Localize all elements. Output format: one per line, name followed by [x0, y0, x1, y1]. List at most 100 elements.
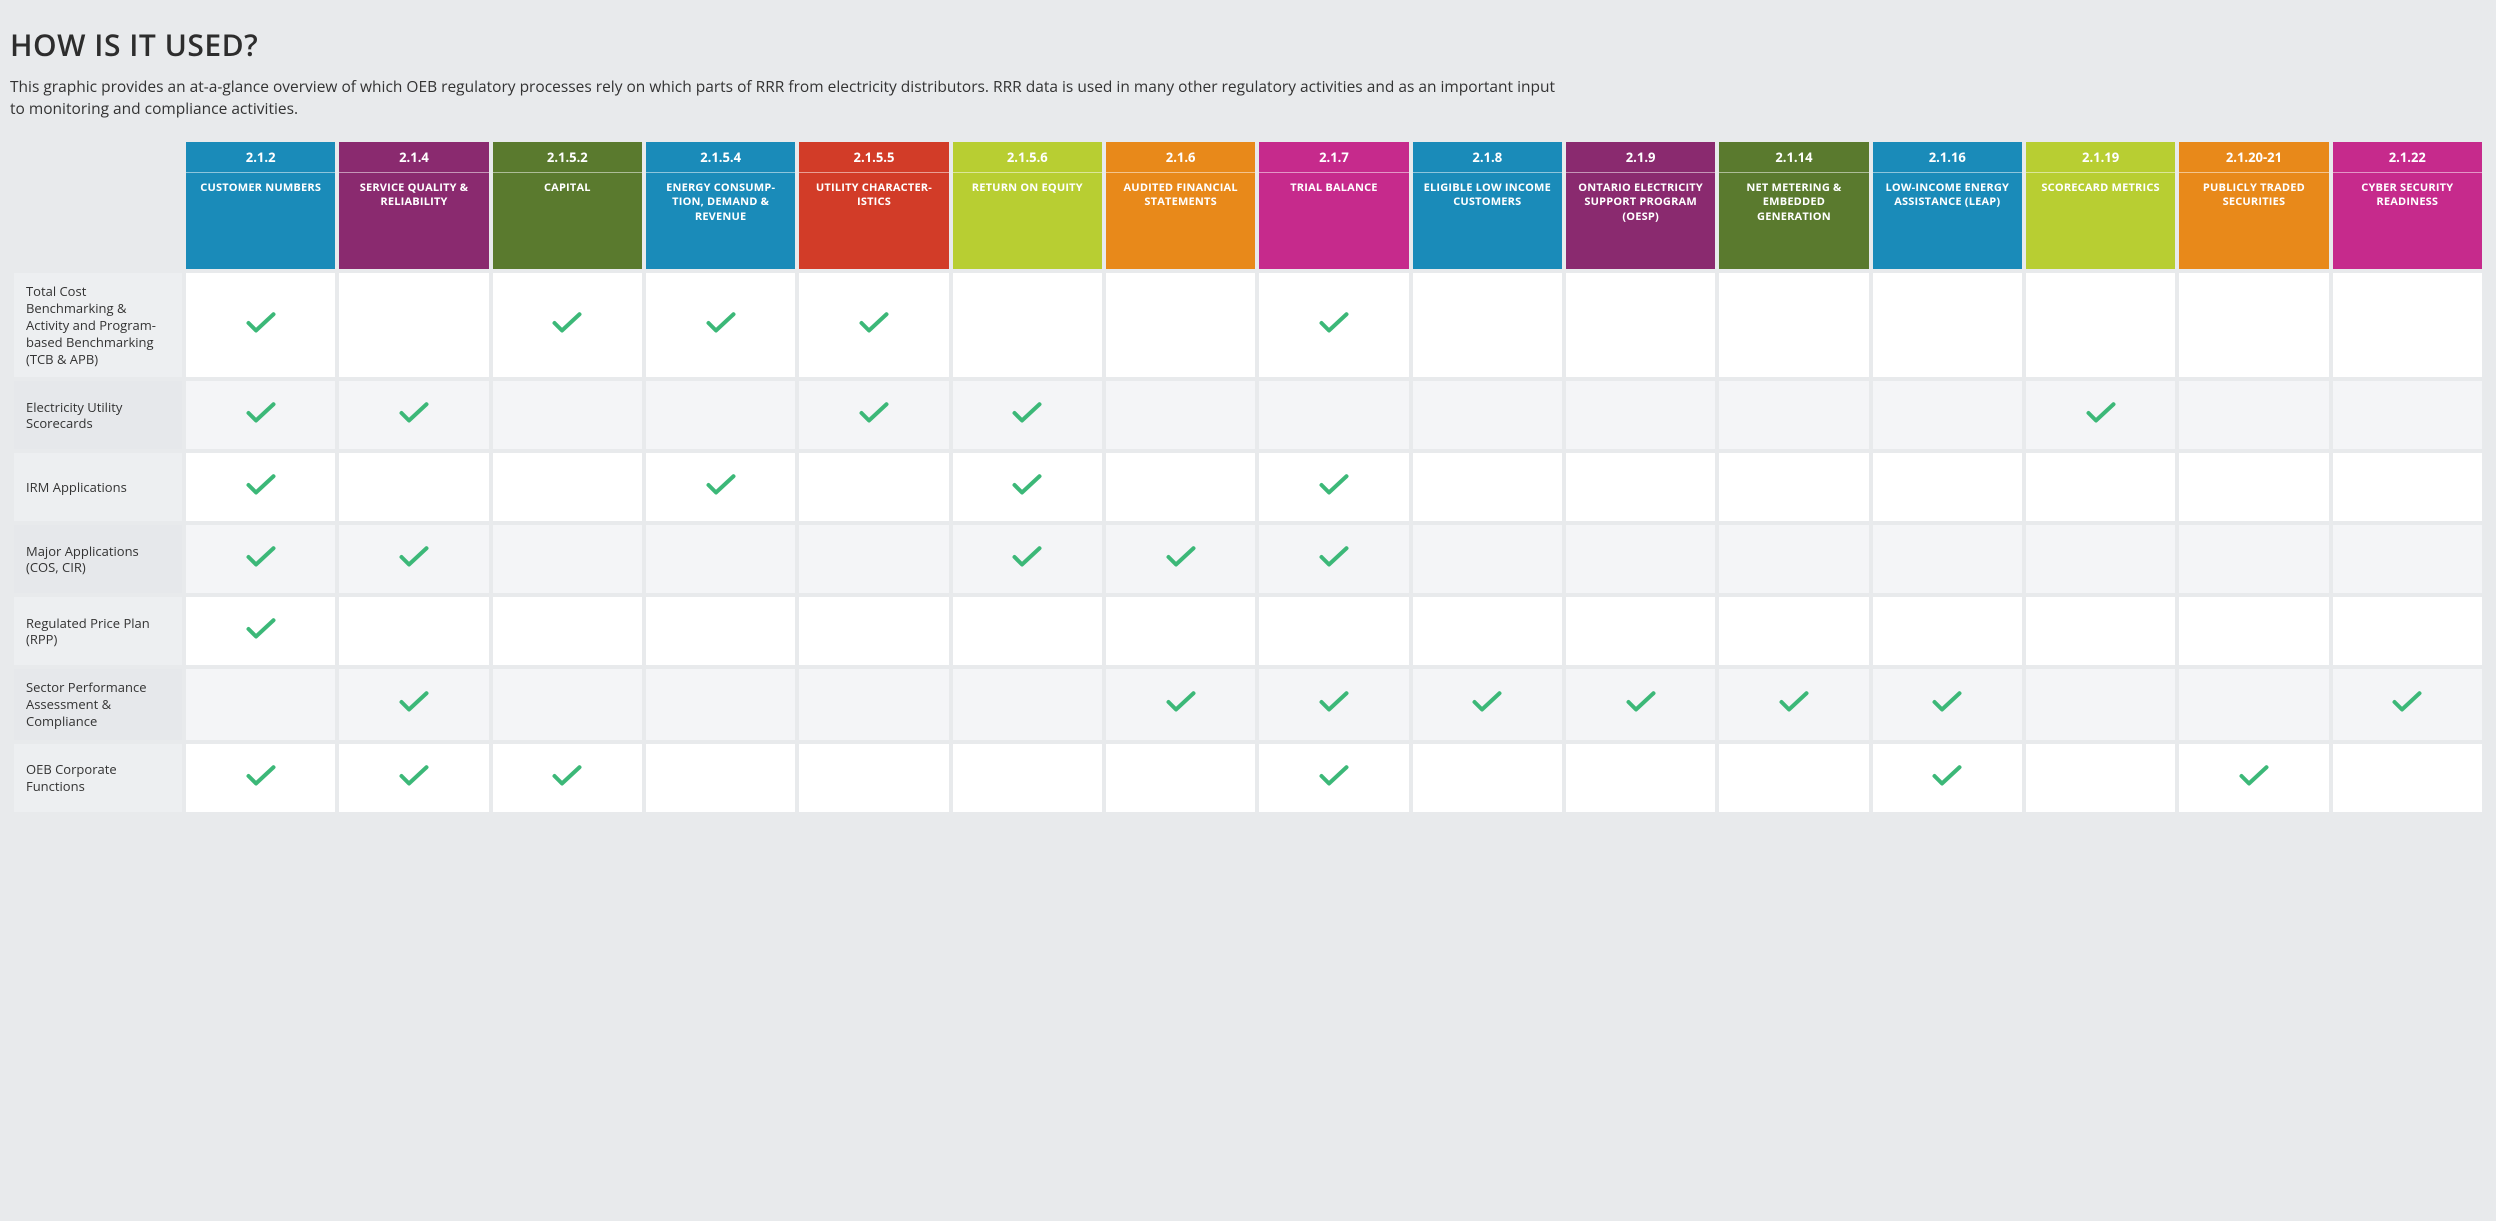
matrix-cell	[1259, 525, 1408, 593]
column-label: TRIAL BALANCE	[1259, 173, 1408, 269]
matrix-cell	[2026, 669, 2175, 740]
matrix-cell	[1106, 273, 1255, 377]
matrix-cell	[2333, 597, 2482, 665]
check-icon	[1319, 545, 1349, 569]
column-header: 2.1.22CYBER SECURITY READINESS	[2333, 142, 2482, 269]
matrix-cell	[2179, 525, 2328, 593]
matrix-cell	[1873, 597, 2022, 665]
matrix-cell	[2026, 453, 2175, 521]
check-icon	[1012, 545, 1042, 569]
row-label: Sector Performance Assessment & Complian…	[14, 669, 182, 740]
row-label: OEB Corporate Functions	[14, 744, 182, 812]
matrix-cell	[1413, 669, 1562, 740]
check-icon	[1166, 690, 1196, 714]
check-icon	[1012, 401, 1042, 425]
matrix-cell	[1106, 669, 1255, 740]
matrix-cell	[186, 453, 335, 521]
column-header: 2.1.5.6RETURN ON EQUITY	[953, 142, 1102, 269]
column-code: 2.1.19	[2026, 142, 2175, 173]
matrix-cell	[2179, 744, 2328, 812]
matrix-cell	[493, 273, 642, 377]
row-label: Major Applications (COS, CIR)	[14, 525, 182, 593]
matrix-cell	[1873, 273, 2022, 377]
column-label: NET METERING & EMBEDDED GENERATION	[1719, 173, 1868, 269]
matrix-cell	[339, 381, 488, 449]
matrix-cell	[953, 669, 1102, 740]
matrix-cell	[1873, 381, 2022, 449]
column-label: CYBER SECURITY READINESS	[2333, 173, 2482, 269]
check-icon	[1166, 545, 1196, 569]
check-icon	[2086, 401, 2116, 425]
check-icon	[1779, 690, 1809, 714]
matrix-cell	[1259, 669, 1408, 740]
column-code: 2.1.9	[1566, 142, 1715, 173]
matrix-cell	[186, 381, 335, 449]
matrix-cell	[1106, 525, 1255, 593]
table-row: Total Cost Benchmarking & Activity and P…	[14, 273, 2482, 377]
matrix-cell	[186, 669, 335, 740]
matrix-cell	[1413, 453, 1562, 521]
matrix-cell	[1259, 273, 1408, 377]
matrix-cell	[646, 744, 795, 812]
check-icon	[246, 764, 276, 788]
check-icon	[246, 617, 276, 641]
check-icon	[552, 764, 582, 788]
matrix-cell	[953, 273, 1102, 377]
matrix-cell	[2333, 525, 2482, 593]
column-header: 2.1.5.4ENERGY CONSUMP-TION, DEMAND & REV…	[646, 142, 795, 269]
matrix-cell	[953, 381, 1102, 449]
matrix-cell	[493, 597, 642, 665]
check-icon	[246, 311, 276, 335]
column-code: 2.1.22	[2333, 142, 2482, 173]
check-icon	[2239, 764, 2269, 788]
matrix-cell	[2179, 453, 2328, 521]
matrix-cell	[1413, 525, 1562, 593]
column-code: 2.1.5.4	[646, 142, 795, 173]
check-icon	[399, 545, 429, 569]
check-icon	[706, 473, 736, 497]
row-label: IRM Applications	[14, 453, 182, 521]
matrix-cell	[339, 597, 488, 665]
column-label: LOW-INCOME ENERGY ASSISTANCE (LEAP)	[1873, 173, 2022, 269]
matrix-cell	[186, 273, 335, 377]
matrix-cell	[646, 525, 795, 593]
matrix-cell	[186, 744, 335, 812]
column-label: SCORECARD METRICS	[2026, 173, 2175, 269]
check-icon	[246, 473, 276, 497]
matrix-cell	[1719, 669, 1868, 740]
column-code: 2.1.8	[1413, 142, 1562, 173]
matrix-cell	[1873, 453, 2022, 521]
check-icon	[1319, 690, 1349, 714]
matrix-cell	[2026, 525, 2175, 593]
column-code: 2.1.5.2	[493, 142, 642, 173]
matrix-cell	[646, 381, 795, 449]
matrix-cell	[1106, 453, 1255, 521]
matrix-cell	[339, 525, 488, 593]
column-label: ENERGY CONSUMP-TION, DEMAND & REVENUE	[646, 173, 795, 269]
page-title: HOW IS IT USED?	[10, 24, 2486, 65]
check-icon	[399, 764, 429, 788]
table-row: Electricity Utility Scorecards	[14, 381, 2482, 449]
matrix-cell	[1106, 597, 1255, 665]
matrix-cell	[1719, 381, 1868, 449]
matrix-cell	[1719, 597, 1868, 665]
column-header: 2.1.9ONTARIO ELECTRICITY SUPPORT PROGRAM…	[1566, 142, 1715, 269]
matrix-cell	[339, 744, 488, 812]
matrix-cell	[1566, 597, 1715, 665]
matrix-cell	[1873, 525, 2022, 593]
matrix-cell	[1719, 273, 1868, 377]
matrix-cell	[953, 744, 1102, 812]
column-header: 2.1.7TRIAL BALANCE	[1259, 142, 1408, 269]
matrix-cell	[646, 273, 795, 377]
column-header: 2.1.20-21PUBLICLY TRADED SECURITIES	[2179, 142, 2328, 269]
matrix-cell	[2179, 669, 2328, 740]
matrix-cell	[339, 273, 488, 377]
matrix-cell	[2026, 744, 2175, 812]
column-header: 2.1.2CUSTOMER NUMBERS	[186, 142, 335, 269]
matrix-cell	[1719, 744, 1868, 812]
matrix-cell	[2179, 381, 2328, 449]
column-label: RETURN ON EQUITY	[953, 173, 1102, 269]
table-row: Sector Performance Assessment & Complian…	[14, 669, 2482, 740]
check-icon	[859, 401, 889, 425]
matrix-cell	[1566, 273, 1715, 377]
